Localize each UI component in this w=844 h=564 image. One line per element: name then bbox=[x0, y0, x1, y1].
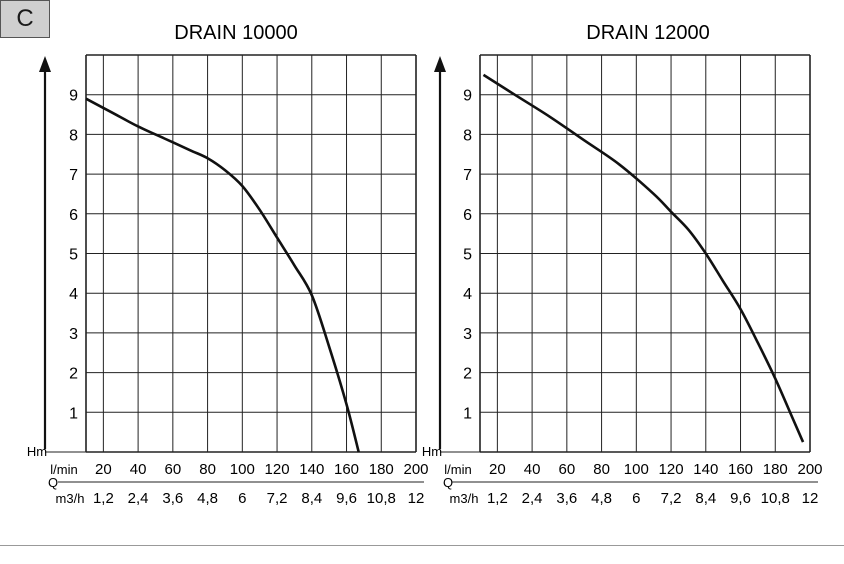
chart2-x-unit-label: l/min bbox=[444, 462, 471, 477]
chart2-x2-tick-label: 2,4 bbox=[522, 490, 543, 507]
chart1-x-tick-label: 120 bbox=[265, 461, 290, 478]
chart1-x-tick-label: 200 bbox=[403, 461, 428, 478]
chart1-y-axis-label: Hm bbox=[27, 444, 47, 459]
chart2-x2-tick-label: 9,6 bbox=[730, 490, 751, 507]
chart2-x2-tick-label: 8,4 bbox=[695, 490, 716, 507]
chart2-x-tick-label: 60 bbox=[558, 461, 575, 478]
chart1-title: DRAIN 10000 bbox=[174, 22, 297, 44]
chart1-x2-tick-label: 9,6 bbox=[336, 490, 357, 507]
chart2-title: DRAIN 12000 bbox=[586, 22, 709, 44]
chart1-x2-tick-label: 2,4 bbox=[128, 490, 149, 507]
chart2-x2-tick-label: 10,8 bbox=[761, 490, 790, 507]
chart1-x2-tick-label: 10,8 bbox=[367, 490, 396, 507]
chart2-y-axis-label: Hm bbox=[422, 444, 442, 459]
chart1-x2-tick-label: 12 bbox=[408, 490, 425, 507]
chart1-x-unit-label: l/min bbox=[50, 462, 77, 477]
chart2-x2-tick-label: 6 bbox=[632, 490, 640, 507]
chart1-x-tick-label: 180 bbox=[369, 461, 394, 478]
chart1-y-tick-label: 3 bbox=[69, 326, 78, 343]
chart2-x2-unit-label: m3/h bbox=[450, 491, 479, 506]
chart1-y-tick-label: 5 bbox=[69, 247, 78, 264]
chart1-y-tick-label: 8 bbox=[69, 127, 78, 144]
chart2-x-tick-label: 180 bbox=[763, 461, 788, 478]
chart2-x2-tick-label: 4,8 bbox=[591, 490, 612, 507]
chart2-x-tick-label: 100 bbox=[624, 461, 649, 478]
chart2-x-tick-label: 140 bbox=[693, 461, 718, 478]
chart1-performance-curve bbox=[85, 97, 360, 453]
chart2-y-tick-label: 4 bbox=[463, 286, 472, 303]
chart1-y-tick-label: 7 bbox=[69, 167, 78, 184]
chart1-x2-tick-label: 7,2 bbox=[267, 490, 288, 507]
chart1-y-tick-label: 2 bbox=[69, 366, 78, 383]
chart2-y-tick-label: 5 bbox=[463, 247, 472, 264]
chart1-x2-unit-label: m3/h bbox=[56, 491, 85, 506]
section-badge: C bbox=[0, 0, 50, 38]
chart1-x-tick-label: 40 bbox=[130, 461, 147, 478]
chart2-q-label: Q bbox=[443, 475, 453, 490]
chart1-y-tick-label: 1 bbox=[69, 405, 78, 422]
chart1-y-axis-arrow-head bbox=[39, 56, 51, 72]
chart2-x-tick-label: 160 bbox=[728, 461, 753, 478]
chart1-x2-tick-label: 6 bbox=[238, 490, 246, 507]
chart1-x-tick-label: 80 bbox=[199, 461, 216, 478]
chart1-x-tick-label: 20 bbox=[95, 461, 112, 478]
chart2-y-tick-label: 2 bbox=[463, 366, 472, 383]
chart2-y-tick-label: 9 bbox=[463, 88, 472, 105]
chart2-y-tick-label: 7 bbox=[463, 167, 472, 184]
chart1-x2-tick-label: 4,8 bbox=[197, 490, 218, 507]
chart1-x-tick-label: 160 bbox=[334, 461, 359, 478]
chart2-y-tick-label: 1 bbox=[463, 405, 472, 422]
chart1-x-tick-label: 100 bbox=[230, 461, 255, 478]
chart2-performance-curve bbox=[482, 73, 805, 443]
chart1-y-tick-label: 4 bbox=[69, 286, 78, 303]
chart1-q-label: Q bbox=[48, 475, 58, 490]
chart2-y-axis-arrow-head bbox=[434, 56, 446, 72]
chart1-x2-tick-label: 1,2 bbox=[93, 490, 114, 507]
bottom-divider bbox=[0, 545, 844, 546]
chart2-x2-tick-label: 3,6 bbox=[556, 490, 577, 507]
chart2-x2-tick-label: 1,2 bbox=[487, 490, 508, 507]
chart1-x2-tick-label: 3,6 bbox=[162, 490, 183, 507]
chart2-y-tick-label: 6 bbox=[463, 207, 472, 224]
chart1-x-tick-label: 140 bbox=[299, 461, 324, 478]
chart2-x-tick-label: 200 bbox=[797, 461, 822, 478]
chart1-x2-tick-label: 8,4 bbox=[301, 490, 322, 507]
chart2-x-tick-label: 40 bbox=[524, 461, 541, 478]
chart2-y-tick-label: 8 bbox=[463, 127, 472, 144]
chart2-x-tick-label: 120 bbox=[659, 461, 684, 478]
chart2-x-tick-label: 20 bbox=[489, 461, 506, 478]
chart2-x-tick-label: 80 bbox=[593, 461, 610, 478]
chart2-x2-tick-label: 12 bbox=[802, 490, 819, 507]
chart2-y-tick-label: 3 bbox=[463, 326, 472, 343]
chart1-y-tick-label: 6 bbox=[69, 207, 78, 224]
chart2-x2-tick-label: 7,2 bbox=[661, 490, 682, 507]
chart1-x-tick-label: 60 bbox=[164, 461, 181, 478]
chart1-y-tick-label: 9 bbox=[69, 88, 78, 105]
